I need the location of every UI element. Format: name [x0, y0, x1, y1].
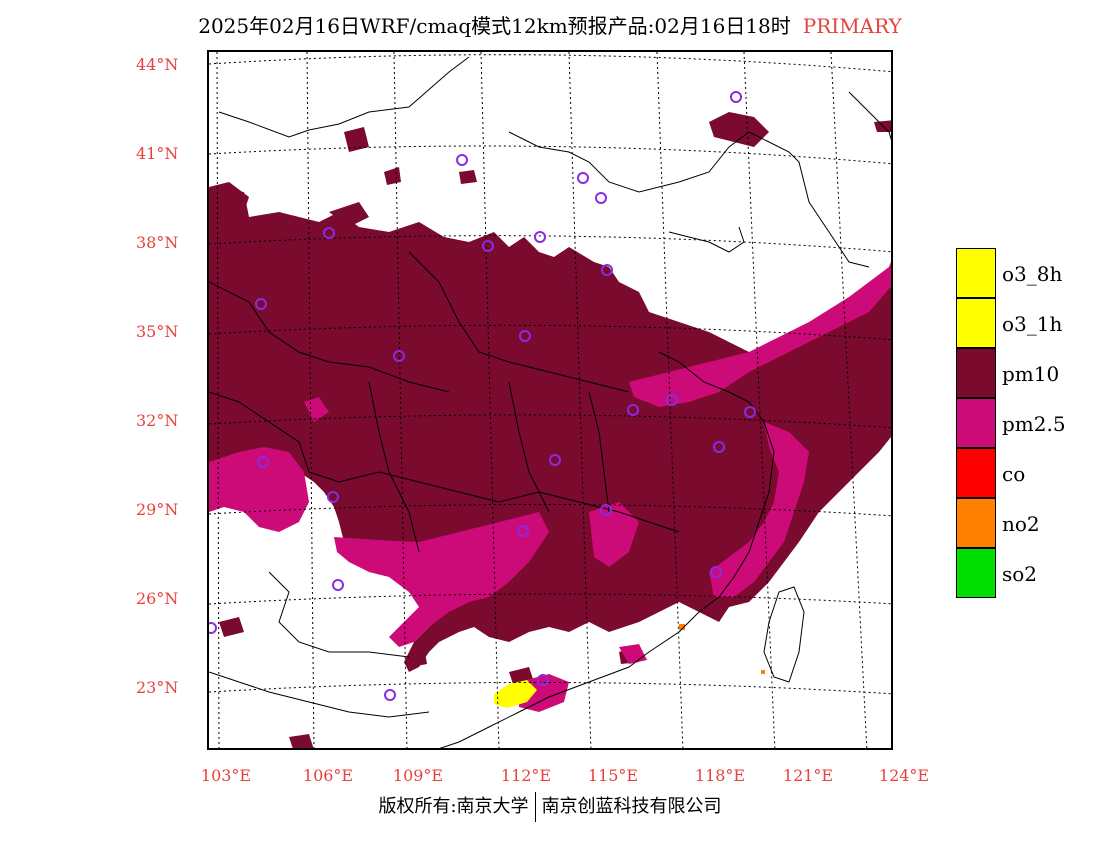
- legend-label: co: [1002, 462, 1026, 486]
- longitude-label: 109°E: [392, 766, 444, 785]
- pm25-area: [209, 262, 891, 712]
- o3-area: [494, 680, 537, 708]
- copyright-right: 南京创蓝科技有限公司: [541, 796, 722, 817]
- map-canvas: [209, 52, 891, 748]
- legend-swatch: [956, 498, 996, 548]
- longitude-label: 118°E: [694, 766, 746, 785]
- pm10-area: [209, 112, 891, 748]
- no2-spot: [679, 624, 685, 630]
- longitude-label: 112°E: [500, 766, 552, 785]
- legend-label: no2: [1002, 512, 1040, 536]
- latitude-label: 32°N: [136, 411, 179, 430]
- longitude-label: 121°E: [782, 766, 834, 785]
- legend-swatch: [956, 548, 996, 598]
- longitude-label: 115°E: [587, 766, 639, 785]
- legend-label: o3_8h: [1002, 262, 1063, 286]
- longitude-label: 124°E: [878, 766, 930, 785]
- copyright-footer: 版权所有:南京大学 南京创蓝科技有限公司: [0, 792, 1100, 822]
- latitude-label: 26°N: [136, 589, 179, 608]
- legend-label: so2: [1002, 562, 1038, 586]
- footer-separator: [534, 792, 536, 822]
- legend-label: o3_1h: [1002, 312, 1063, 336]
- no2-spot: [761, 670, 765, 674]
- latitude-label: 44°N: [136, 55, 179, 74]
- longitude-label: 106°E: [302, 766, 354, 785]
- legend-label: pm2.5: [1002, 412, 1066, 436]
- latitude-label: 23°N: [136, 678, 179, 697]
- legend-swatch: [956, 448, 996, 498]
- longitude-label: 103°E: [200, 766, 252, 785]
- title-primary-tag: PRIMARY: [802, 14, 902, 38]
- legend-swatch: [956, 348, 996, 398]
- legend-swatch: [956, 248, 996, 298]
- title-main: 2025年02月16日WRF/cmaq模式12km预报产品:02月16日18时: [198, 14, 791, 38]
- latitude-label: 29°N: [136, 500, 179, 519]
- map-panel: [207, 50, 893, 750]
- map-title: 2025年02月16日WRF/cmaq模式12km预报产品:02月16日18时 P…: [0, 10, 1100, 39]
- latitude-label: 38°N: [136, 233, 179, 252]
- latitude-label: 35°N: [136, 322, 179, 341]
- legend-label: pm10: [1002, 362, 1060, 386]
- boundaries: [209, 56, 891, 748]
- legend-swatch: [956, 298, 996, 348]
- graticule: [209, 52, 891, 748]
- legend-swatch: [956, 398, 996, 448]
- latitude-label: 41°N: [136, 144, 179, 163]
- city-markers: [209, 91, 756, 701]
- copyright-left: 版权所有:南京大学: [378, 796, 529, 817]
